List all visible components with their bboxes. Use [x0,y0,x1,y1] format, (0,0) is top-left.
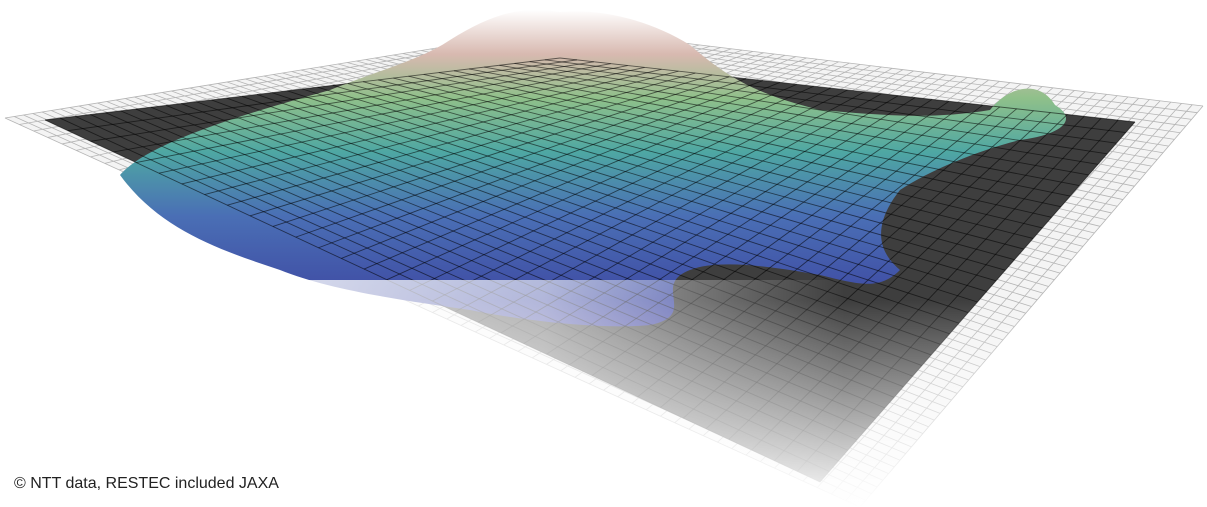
inner-grid-line [514,63,1108,155]
inner-grid-line [317,86,987,292]
inner-grid-line [378,79,1024,250]
inner-grid-line [347,83,1006,271]
inner-grid-line [529,61,1117,144]
inner-grid-line [499,64,1099,165]
inner-grid-line [484,66,1089,176]
inner-grid-line [453,70,1071,197]
inner-grid-line [393,77,1034,239]
inner-grid-line [455,91,865,313]
inner-grid-line [423,73,1052,218]
credit-text: © NTT data, RESTEC included JAXA [14,475,279,492]
inner-grid-line [544,59,1126,134]
inner-grid-line [469,68,1080,186]
inner-grid-line [432,89,848,302]
inner-grid-line [559,57,1136,123]
terrain [120,9,1067,327]
fade-overlay-left [0,280,1207,507]
inner-grid-line [438,72,1061,208]
inner-grid-line [408,75,1043,229]
inner-grid-line [362,81,1015,261]
inner-grid-line [332,84,997,282]
